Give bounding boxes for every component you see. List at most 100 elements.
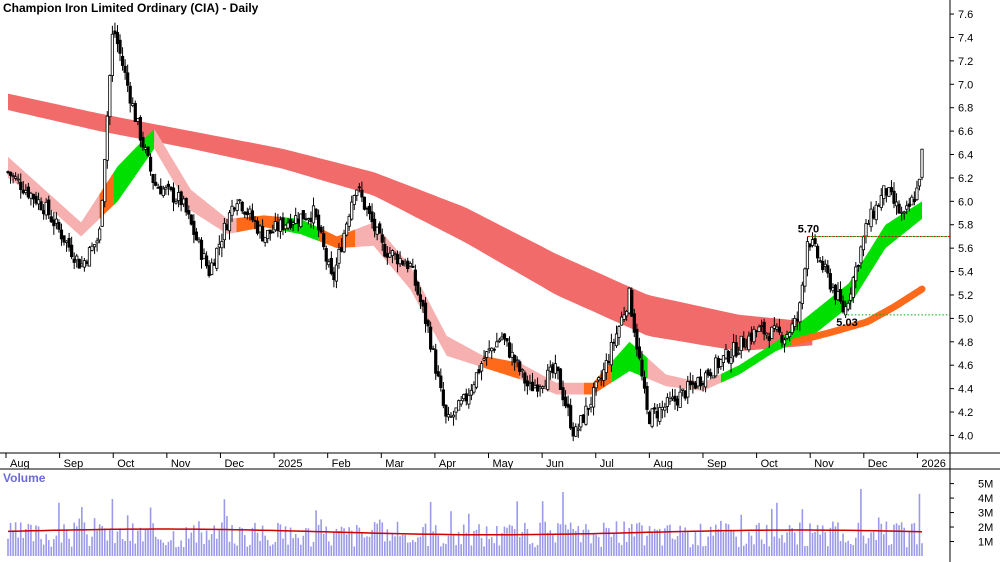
candle-body [859, 246, 863, 264]
candle-body [360, 189, 364, 198]
candle-body [586, 407, 591, 410]
candle-body [597, 377, 601, 381]
x-tick-label: Feb [332, 458, 351, 470]
candle-body [345, 223, 349, 236]
candle-body [411, 266, 415, 268]
candle-body [872, 210, 876, 219]
candle-body [413, 269, 417, 286]
candle-body [645, 386, 649, 410]
candle-body [123, 65, 127, 73]
candle-body [485, 351, 489, 358]
candle-body [426, 320, 430, 327]
candle-body [75, 255, 79, 261]
candle-body [632, 313, 636, 333]
candle-body [495, 341, 499, 348]
candle-body [113, 30, 117, 35]
candle-body [434, 349, 438, 374]
candle-body [492, 348, 496, 351]
candle-body [737, 352, 741, 355]
candle-body [795, 318, 799, 322]
short-term-ma-band [318, 227, 356, 249]
candle-body [563, 396, 568, 407]
x-tick-label: May [493, 458, 514, 470]
candle-body [370, 211, 374, 223]
y-tick-label: 5.6 [958, 243, 973, 255]
candle-body [785, 334, 789, 339]
candle-body [77, 258, 81, 269]
y-tick-label: 6.2 [958, 173, 973, 185]
candle-body [892, 190, 896, 204]
candle-body [849, 293, 853, 301]
y-tick-label: 4.6 [958, 360, 973, 372]
candle-body [569, 405, 573, 429]
y-tick-label: 4.4 [958, 384, 973, 396]
y-tick-label: 5.2 [958, 290, 973, 302]
short-term-ma-band [483, 355, 520, 380]
candle-body [630, 289, 634, 317]
candle-body [449, 415, 453, 418]
candle-body [120, 55, 125, 66]
candle-body [757, 326, 761, 332]
candle-body [454, 407, 458, 413]
candle-body [665, 397, 670, 407]
annotation-570: 5.70 [798, 223, 819, 235]
candle-body [92, 244, 97, 248]
candle-body [905, 205, 909, 210]
candle-body [910, 196, 914, 206]
candle-body [253, 219, 257, 222]
candle-body [782, 339, 787, 345]
candle-body [602, 369, 606, 381]
candle-body [355, 189, 359, 196]
candle-body [543, 385, 547, 389]
candle-body [235, 203, 239, 211]
candle-body [841, 300, 845, 313]
candle-body [207, 265, 211, 277]
candle-body [497, 339, 501, 342]
candle-body [864, 223, 868, 237]
candle-body [329, 257, 333, 274]
candle-body [385, 253, 389, 258]
candle-body [395, 254, 400, 265]
candle-body [362, 196, 367, 210]
candle-body [238, 199, 242, 202]
candle-body [622, 314, 626, 320]
candle-body [670, 396, 675, 399]
candle-body [716, 357, 720, 369]
candle-body [599, 378, 603, 381]
candle-body [133, 103, 137, 122]
candle-body [502, 333, 507, 340]
candle-body [538, 386, 542, 389]
candle-body [263, 236, 267, 243]
candle-body [294, 215, 298, 224]
candle-body [487, 348, 491, 351]
candle-body [637, 346, 641, 359]
volume-tick-label: 2M [978, 522, 993, 534]
candle-body [398, 257, 402, 265]
candle-body [126, 72, 130, 86]
candle-body [686, 381, 690, 398]
candle-body [210, 262, 214, 275]
candle-body [772, 325, 776, 329]
candle-body [507, 342, 512, 358]
candle-body [367, 205, 372, 215]
candle-body [250, 210, 255, 221]
candle-body [607, 361, 611, 364]
x-tick-label: Jul [600, 458, 614, 470]
candle-body [581, 414, 585, 423]
candle-body [879, 195, 883, 208]
candle-body [169, 186, 173, 190]
candle-body [283, 224, 288, 230]
x-tick-label: 2025 [278, 458, 302, 470]
candle-body [731, 342, 736, 357]
x-tick-label: Nov [814, 458, 834, 470]
x-tick-label: Aug [10, 458, 30, 470]
candle-body [701, 383, 705, 385]
x-tick-label: Mar [385, 458, 404, 470]
candle-body [446, 414, 451, 418]
y-tick-label: 5.0 [958, 313, 973, 325]
candle-body [202, 253, 206, 260]
candle-body [515, 359, 519, 362]
candle-body [724, 348, 728, 359]
candle-body [472, 384, 476, 393]
